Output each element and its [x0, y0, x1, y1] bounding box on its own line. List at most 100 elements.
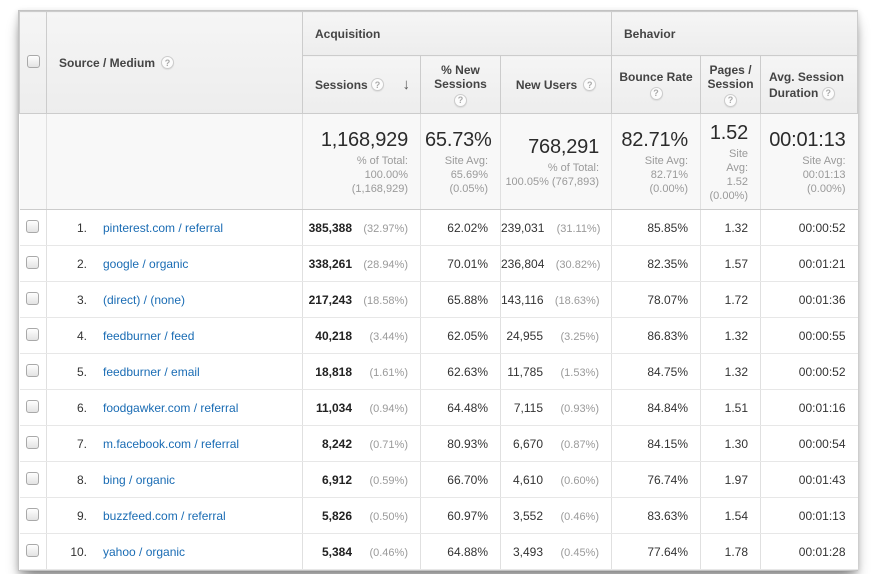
source-medium-link[interactable]: (direct) / (none) — [103, 292, 186, 307]
row-checkbox[interactable] — [26, 255, 40, 269]
source-medium-link[interactable]: feedburner / feed — [103, 328, 195, 343]
row-checkbox[interactable] — [26, 291, 40, 305]
pct-new-sessions-cell: 64.88% — [420, 533, 501, 570]
help-icon[interactable]: ? — [371, 78, 385, 91]
row-number: 1. — [76, 220, 87, 235]
new-users-cell: 3,493 (0.45%) — [500, 533, 613, 570]
column-header-sessions[interactable]: Sessions ? ↓ — [302, 55, 421, 114]
help-icon[interactable]: ? — [724, 93, 738, 107]
source-medium-cell: 9. buzzfeed.com / referral — [46, 497, 303, 534]
sessions-percent: (0.94%) — [369, 402, 408, 415]
row-number: 10. — [70, 544, 87, 559]
row-checkbox-cell — [19, 281, 47, 318]
row-checkbox[interactable] — [26, 399, 40, 413]
pct-new-sessions-cell: 62.02% — [420, 209, 501, 246]
avg-duration-cell: 00:01:21 — [760, 245, 858, 282]
bounce-rate-label: Bounce Rate — [619, 69, 693, 84]
sessions-cell: 5,826 (0.50%) — [302, 497, 421, 534]
new-users-cell: 143,116 (18.63%) — [500, 281, 613, 318]
source-medium-link[interactable]: google / organic — [103, 256, 189, 271]
row-checkbox-cell — [19, 353, 47, 390]
row-checkbox[interactable] — [26, 507, 40, 521]
help-icon[interactable]: ? — [583, 78, 597, 91]
source-medium-link[interactable]: bing / organic — [103, 472, 176, 487]
row-checkbox[interactable] — [26, 219, 40, 233]
help-icon[interactable]: ? — [649, 86, 663, 100]
source-medium-link[interactable]: yahoo / organic — [103, 544, 186, 559]
sessions-cell: 217,243 (18.58%) — [302, 281, 421, 318]
new-users-percent: (18.63%) — [554, 294, 600, 307]
sessions-value: 5,826 — [321, 508, 352, 523]
pct-new-sessions-cell: 64.48% — [420, 389, 501, 426]
new-users-percent: (31.11%) — [556, 222, 601, 235]
column-header-pages-session[interactable]: Pages / Session ? — [700, 55, 762, 114]
sessions-percent: (0.71%) — [369, 438, 408, 451]
pages-session-cell: 1.32 — [700, 353, 762, 390]
pages-session-cell: 1.51 — [700, 389, 762, 426]
help-icon[interactable]: ? — [161, 56, 175, 69]
row-number: 7. — [76, 436, 87, 451]
source-medium-cell: 8. bing / organic — [46, 461, 303, 498]
sessions-value: 6,912 — [321, 472, 352, 487]
help-icon[interactable]: ? — [454, 93, 467, 107]
sessions-percent: (0.46%) — [369, 546, 408, 559]
source-medium-link[interactable]: pinterest.com / referral — [103, 220, 224, 235]
sort-descending-icon[interactable]: ↓ — [402, 76, 411, 93]
bounce-rate-cell: 85.85% — [611, 209, 702, 246]
select-all-checkbox[interactable] — [26, 54, 40, 68]
bounce-rate-cell: 76.74% — [611, 461, 702, 498]
table-row: 9. buzzfeed.com / referral 5,826 (0.50%) 6… — [19, 497, 858, 534]
pages-session-cell: 1.30 — [700, 425, 762, 462]
row-checkbox[interactable] — [26, 471, 40, 485]
row-number: 3. — [76, 292, 87, 307]
source-medium-link[interactable]: feedburner / email — [103, 364, 200, 379]
row-checkbox-cell — [19, 245, 47, 282]
row-checkbox[interactable] — [26, 435, 40, 449]
summary-pages-session: 1.52 Site Avg: 1.52 (0.00%) — [700, 113, 762, 210]
new-users-cell: 239,031 (31.11%) — [500, 209, 613, 246]
new-users-percent: (0.93%) — [560, 402, 600, 415]
summary-sessions: 1,168,929 % of Total: 100.00% (1,168,929… — [302, 113, 421, 210]
sessions-cell: 338,261 (28.94%) — [302, 245, 421, 282]
avg-duration-cell: 00:00:54 — [760, 425, 858, 462]
bounce-rate-cell: 84.15% — [611, 425, 702, 462]
column-header-bounce-rate[interactable]: Bounce Rate ? — [611, 55, 702, 114]
source-medium-link[interactable]: buzzfeed.com / referral — [103, 508, 226, 523]
table-row: 3. (direct) / (none) 217,243 (18.58%) 65.8… — [19, 281, 858, 318]
summary-bounce-rate-subtext: Site Avg: 82.71% (0.00%) — [644, 155, 689, 195]
column-header-new-users[interactable]: New Users ? — [499, 55, 613, 114]
sessions-cell: 5,384 (0.46%) — [302, 533, 421, 570]
summary-new-users: 768,291 % of Total: 100.05% (767,893) — [500, 113, 613, 210]
summary-checkbox-cell — [19, 113, 47, 210]
source-medium-link[interactable]: m.facebook.com / referral — [103, 436, 240, 451]
column-header-source-medium[interactable]: Source / Medium ? — [46, 11, 303, 114]
new-users-percent: (0.60%) — [560, 474, 600, 487]
new-users-percent: (0.46%) — [560, 510, 600, 523]
sessions-cell: 40,218 (3.44%) — [302, 317, 421, 354]
help-icon[interactable]: ? — [821, 86, 835, 100]
source-medium-cell: 2. google / organic — [46, 245, 303, 282]
new-users-cell: 24,955 (3.25%) — [500, 317, 613, 354]
sessions-cell: 385,388 (32.97%) — [302, 209, 421, 246]
summary-source-cell — [46, 113, 303, 210]
sessions-percent: (3.44%) — [369, 330, 408, 343]
new-users-percent: (1.53%) — [560, 366, 600, 379]
summary-bounce-rate-value: 82.71% — [621, 129, 689, 151]
avg-duration-cell: 00:01:28 — [760, 533, 858, 570]
table-row: 1. pinterest.com / referral 385,388 (32.97… — [19, 209, 858, 246]
pct-new-sessions-label: % New Sessions — [434, 62, 487, 91]
row-checkbox[interactable] — [26, 543, 40, 557]
avg-duration-cell: 00:01:43 — [760, 461, 858, 498]
new-users-cell: 3,552 (0.46%) — [500, 497, 613, 534]
pct-new-sessions-cell: 66.70% — [420, 461, 501, 498]
row-checkbox[interactable] — [26, 327, 40, 341]
select-all-header-cell — [19, 11, 47, 114]
column-header-pct-new-sessions[interactable]: % New Sessions ? — [420, 55, 501, 114]
row-checkbox-cell — [19, 389, 47, 426]
new-users-cell: 236,804 (30.82%) — [500, 245, 613, 282]
source-medium-link[interactable]: foodgawker.com / referral — [103, 400, 239, 415]
new-users-cell: 4,610 (0.60%) — [500, 461, 613, 498]
new-users-value: 6,670 — [512, 436, 544, 451]
column-header-avg-session-duration[interactable]: Avg. Session Duration ? — [760, 55, 859, 114]
row-checkbox[interactable] — [26, 363, 40, 377]
